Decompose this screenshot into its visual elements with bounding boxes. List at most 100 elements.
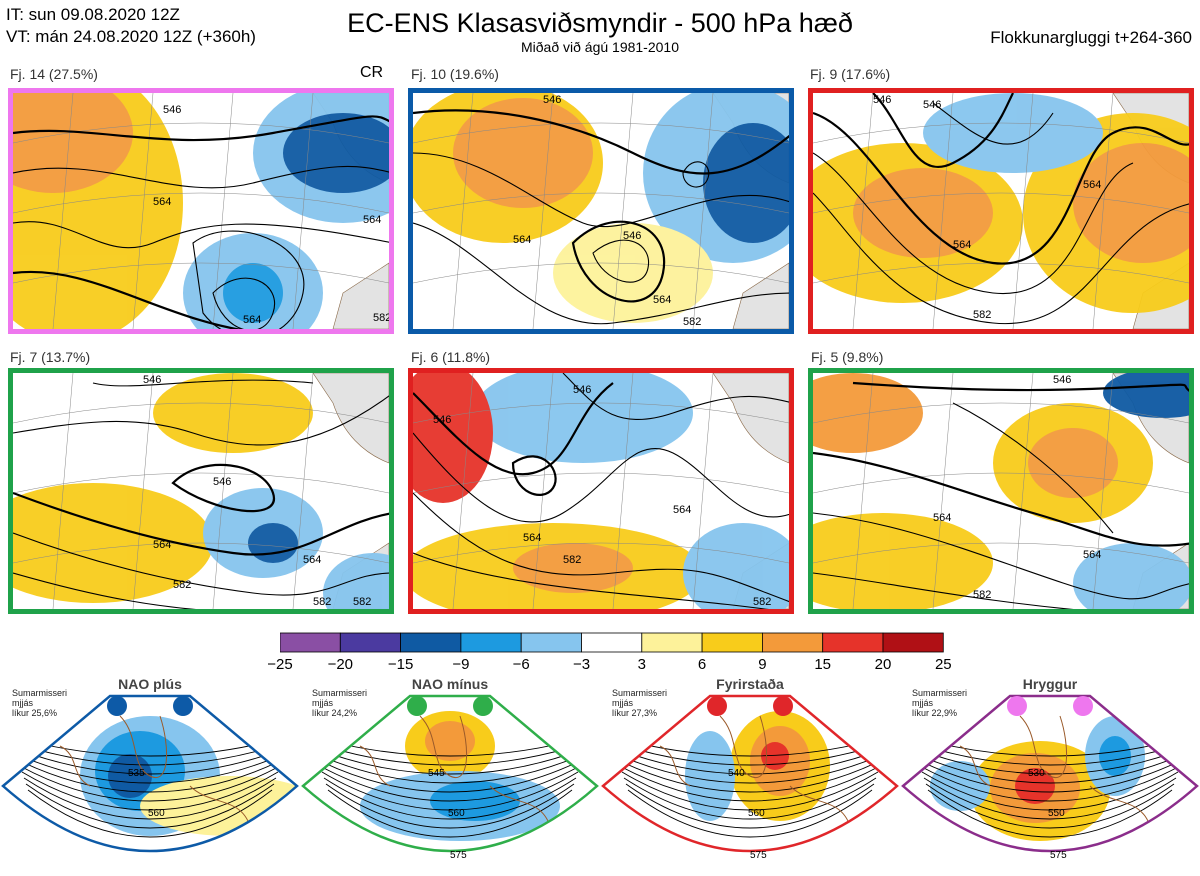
contour-label: 575 [450,850,467,861]
regime-dot-icon [1007,696,1027,716]
contour-label: 546 [873,94,891,106]
contour-line [592,239,650,283]
contour-label: 535 [128,768,145,779]
contour-label: 582 [683,316,701,328]
graticule [813,373,1189,609]
regime-panel: 535 560 NAO plús Sumarmisseri mjjás líkur 25,… [0,676,300,871]
contour-line [13,747,287,775]
contour-line [613,747,887,775]
cluster-map-panel: 546 546 564 564 582 [408,88,794,334]
contour-line [621,771,879,811]
colorbar-tick-label: 15 [814,656,832,673]
colorbar-tick-label: −25 [267,656,293,673]
contour-label: 564 [673,504,691,516]
colorbar-swatch [460,632,522,653]
anomaly-blob [223,263,283,323]
anomaly-blob [930,761,990,811]
anomaly-blob [1028,428,1118,498]
contour-line [413,152,789,228]
contour-label: 546 [143,374,161,386]
regime-note-line: líkur 25,6% [12,708,58,718]
contour-label: 575 [750,850,767,861]
contour-line [611,741,889,766]
contour-line [317,759,583,793]
colorbar-tick-label: 20 [874,656,892,673]
contour-label: 545 [428,768,445,779]
colorbar-swatch [280,632,341,653]
regime-dot-icon [773,696,793,716]
anomaly-shading [13,373,389,609]
contour-line [813,451,1189,547]
contour-line [13,532,389,596]
regime-note: Sumarmisseri mjjás líkur 25,6% [12,688,67,718]
run-info: IT: sun 09.08.2020 12Z VT: mán 24.08.202… [6,4,256,48]
contour-line [13,115,389,142]
contour-label: 575 [1050,850,1067,861]
contour-line [921,771,1179,811]
classification-window: Flokkunargluggi t+264-360 [990,28,1192,47]
contour-line [625,783,875,829]
cluster-label: Fj. 9 (17.6%) [810,66,891,82]
regime-dot-icon [107,696,127,716]
regime-panel: 545 560 575 NAO mínus Sumarmisseri mjjás líkur… [300,676,600,871]
contour-label: 560 [148,808,165,819]
contour-line [13,395,389,446]
contour-line [325,783,575,829]
cluster-map-panel: 546 564 564 564 582 [8,88,394,334]
anomaly-shading [813,93,1189,313]
cluster-label: Fj. 14 (27.5%) [10,66,98,82]
anomaly-shading [413,93,789,323]
contour-line [562,373,789,420]
colorbar-swatch [761,632,824,653]
anomaly-shading [413,373,789,609]
colorbar-tick-label: −9 [452,656,470,673]
regime-name: NAO plús [118,676,182,692]
contour-line [619,765,881,802]
valid-time: VT: mán 24.08.2020 12Z (+360h) [6,27,256,46]
regime-dot-icon [473,696,493,716]
colorbar-swatch [400,632,462,653]
regime-frame [601,694,899,853]
contour-line [323,777,577,820]
contour-line [919,765,1181,802]
contour-line [925,783,1175,829]
contour-line [511,455,557,496]
contour-label: 564 [933,512,951,524]
cluster-label: Fj. 10 (19.6%) [411,66,499,82]
contour-label: 582 [373,312,389,324]
anomaly-blob [513,543,633,593]
regime-sector-map: 540 560 575 [601,694,899,861]
graticule [413,373,789,609]
regime-note-line: líkur 22,9% [912,708,958,718]
contour-line [23,777,277,820]
page-subtitle: Miðað við ágú 1981-2010 [520,39,679,55]
contour-line [413,222,789,325]
regime-note-line: líkur 24,2% [312,708,358,718]
contour-line [682,161,710,188]
contour-line [813,572,1074,609]
colorbar-swatch [581,632,643,653]
regime-note: Sumarmisseri mjjás líkur 22,9% [912,688,967,718]
anomaly-blob [323,553,389,609]
regime-note-line: mjjás [12,698,34,708]
regime-dot-icon [407,696,427,716]
anomaly-blob [453,98,593,208]
colorbar-swatch [822,632,884,653]
anomaly-blob [425,721,475,761]
contour-line [17,759,283,793]
regime-note-line: Sumarmisseri [312,688,368,698]
contour-line [413,492,789,603]
contour-line [315,753,585,784]
contour-line [13,572,197,609]
contour-label: 546 [163,104,181,116]
contour-line [13,165,389,189]
anomaly-map: 546 546 564 564 582 582 [413,373,789,609]
contour-label: 564 [153,539,171,551]
colorbar-tick-label: −6 [512,656,530,673]
contour-line [319,765,581,802]
colorbar-swatch [701,632,763,653]
colorbar-tick-label: −3 [572,656,591,673]
contour-line [11,741,289,766]
contour-line [952,402,1114,534]
height-contours [13,115,389,329]
